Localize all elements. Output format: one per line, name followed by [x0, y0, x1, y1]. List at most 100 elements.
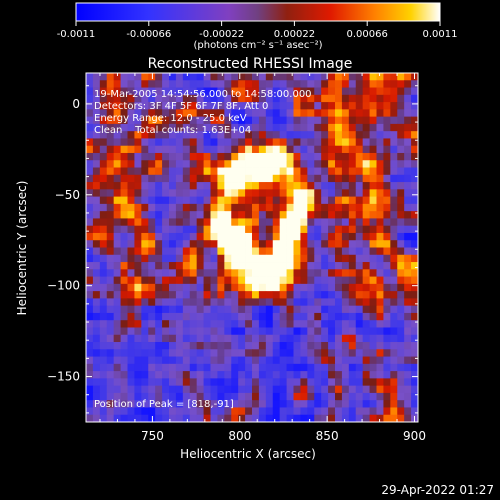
heatmap-cell [341, 225, 350, 234]
heatmap-cell [127, 334, 135, 343]
heatmap-cell [162, 94, 170, 103]
heatmap-cell [238, 378, 246, 387]
heatmap-cell [307, 385, 315, 394]
heatmap-cell [383, 254, 391, 263]
heatmap-cell [189, 102, 198, 110]
heatmap-cell [217, 203, 225, 212]
heatmap-cell [203, 269, 211, 277]
heatmap-cell [120, 87, 128, 96]
heatmap-cell [169, 94, 177, 103]
heatmap-cell [362, 356, 370, 365]
heatmap-cell [238, 218, 246, 227]
heatmap-cell [155, 145, 163, 154]
heatmap-cell [86, 363, 94, 372]
heatmap-cell [300, 327, 308, 336]
heatmap-cell [217, 174, 225, 183]
plot-frame [85, 72, 419, 423]
heatmap-cell [113, 385, 121, 394]
heatmap-cell [397, 269, 405, 277]
heatmap-cell [245, 174, 253, 183]
heatmap-cell [252, 87, 260, 96]
heatmap-cell [293, 371, 301, 379]
heatmap-cell [134, 349, 142, 357]
heatmap-cell [134, 225, 142, 234]
heatmap-cell [341, 276, 350, 285]
heatmap-cell [376, 342, 384, 350]
heatmap-cell [411, 123, 419, 132]
heatmap-cell [196, 363, 204, 372]
heatmap-cell [404, 160, 412, 168]
heatmap-cell [203, 189, 211, 198]
heatmap-cell [210, 196, 218, 205]
heatmap-cell [210, 109, 218, 118]
heatmap-cell [155, 240, 163, 248]
heatmap-cell [314, 87, 322, 96]
heatmap-cell [328, 385, 336, 394]
heatmap-cell [120, 371, 128, 379]
heatmap-cell [127, 276, 135, 285]
heatmap-cell [141, 225, 149, 234]
heatmap-cell [397, 225, 405, 234]
heatmap-cell [189, 131, 198, 139]
heatmap-cell [231, 109, 239, 118]
heatmap-cell [169, 283, 177, 292]
heatmap-cell [127, 203, 135, 212]
heatmap-cell [245, 160, 253, 168]
heatmap-cell [252, 152, 260, 161]
heatmap-cell [390, 371, 398, 379]
heatmap-cell [106, 320, 115, 328]
heatmap-cell [245, 102, 253, 110]
heatmap-cell [265, 276, 274, 285]
heatmap-cell [383, 116, 391, 125]
heatmap-cell [293, 356, 301, 365]
heatmap-cell [238, 94, 246, 103]
heatmap-cell [92, 407, 101, 416]
heatmap-cell [369, 138, 377, 147]
heatmap-cell [321, 269, 329, 277]
heatmap-cell [341, 414, 350, 423]
heatmap-cell [127, 298, 135, 307]
heatmap-cell [189, 80, 198, 88]
heatmap-cell [383, 182, 391, 190]
heatmap-cell [341, 312, 350, 321]
heatmap-cell [265, 298, 274, 307]
heatmap-cell [162, 167, 170, 176]
heatmap-cell [106, 196, 115, 205]
heatmap-cell [376, 73, 384, 81]
heatmap-cell [314, 102, 322, 110]
heatmap-cell [307, 327, 315, 336]
heatmap-cell [210, 73, 218, 81]
heatmap-cell [369, 349, 377, 357]
heatmap-cell [155, 356, 163, 365]
heatmap-cell [300, 334, 308, 343]
heatmap-cell [341, 298, 350, 307]
heatmap-cell [286, 160, 294, 168]
heatmap-cell [231, 371, 239, 379]
heatmap-cell [99, 109, 108, 118]
heatmap-cell [307, 167, 315, 176]
heatmap-cell [189, 334, 198, 343]
heatmap-cell [245, 203, 253, 212]
heatmap-cell [265, 342, 274, 350]
heatmap-cell [127, 218, 135, 227]
heatmap-cell [321, 189, 329, 198]
heatmap-cell [217, 87, 225, 96]
heatmap-cell [335, 320, 343, 328]
heatmap-cell [224, 276, 232, 285]
heatmap-cell [155, 298, 163, 307]
heatmap-cell [293, 80, 301, 88]
heatmap-cell [113, 327, 121, 336]
heatmap-cell [92, 320, 101, 328]
heatmap-cell [348, 211, 357, 219]
heatmap-cell [355, 218, 364, 227]
heatmap-cell [217, 182, 225, 190]
heatmap-cell [148, 247, 156, 256]
heatmap-cell [286, 378, 294, 387]
heatmap-cell [258, 160, 267, 168]
heatmap-cell [113, 392, 121, 401]
heatmap-cell [321, 305, 329, 314]
heatmap-cell [99, 189, 108, 198]
heatmap-cell [210, 356, 218, 365]
heatmap-cell [182, 73, 191, 81]
